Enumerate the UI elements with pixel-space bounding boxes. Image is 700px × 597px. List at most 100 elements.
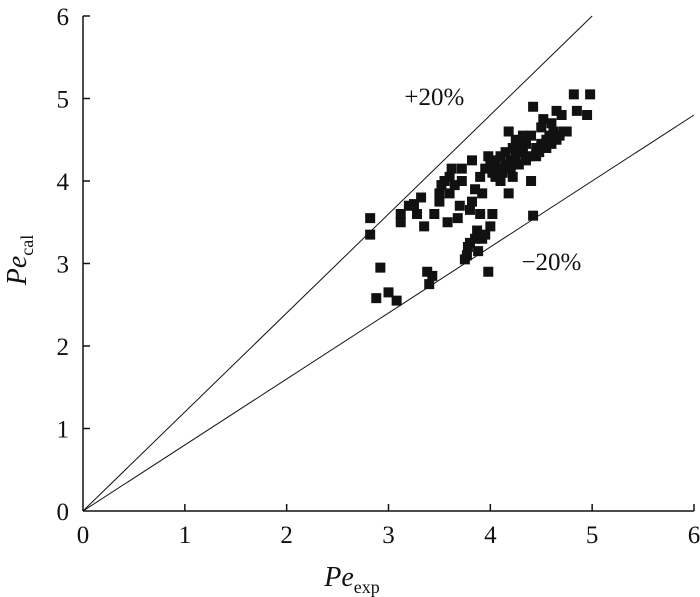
data-point	[483, 151, 494, 162]
data-point	[454, 200, 465, 211]
data-point	[461, 250, 472, 261]
data-point	[483, 266, 494, 277]
x-tick-label: 4	[484, 522, 497, 549]
axes	[82, 16, 694, 512]
data-point	[551, 105, 562, 116]
data-point	[470, 233, 481, 244]
reference-line	[82, 15, 593, 512]
data-point	[480, 163, 491, 174]
x-tick-label: 2	[280, 522, 293, 549]
data-point	[485, 221, 496, 232]
data-point	[490, 155, 501, 166]
data-point	[503, 126, 514, 137]
x-tick-label: 5	[586, 522, 599, 549]
axis-ticks: 0 1 2 3 4 5 6 0 1 2 3 4 5 6	[57, 4, 700, 549]
data-point	[526, 176, 537, 186]
data-point	[538, 114, 549, 125]
x-tick-label: 1	[179, 522, 192, 549]
data-point	[561, 126, 572, 137]
data-point	[395, 209, 406, 219]
data-point	[510, 151, 521, 162]
data-point	[582, 110, 593, 120]
data-point	[365, 213, 376, 224]
data-point	[513, 159, 524, 170]
data-point	[442, 217, 453, 228]
data-point	[472, 225, 483, 236]
data-point	[456, 176, 467, 186]
y-tick-label: 0	[57, 499, 70, 526]
data-point	[517, 130, 528, 141]
data-point	[585, 89, 596, 100]
y-tick-label: 2	[57, 334, 70, 361]
data-point	[434, 196, 445, 207]
data-point	[541, 143, 552, 153]
data-point	[485, 159, 496, 170]
data-point	[556, 110, 567, 120]
data-point	[467, 196, 478, 207]
data-point	[528, 101, 539, 112]
y-tick-label: 4	[57, 169, 70, 196]
data-point	[490, 171, 501, 182]
data-point	[444, 188, 455, 199]
data-point	[375, 262, 386, 273]
annotation-label: −20%	[521, 249, 581, 276]
data-point	[536, 138, 547, 149]
y-tick-label: 3	[57, 252, 70, 279]
data-point	[495, 151, 506, 162]
x-tick-label: 0	[77, 522, 90, 549]
data-point	[507, 171, 518, 182]
data-point	[403, 200, 414, 211]
data-point	[536, 122, 547, 133]
data-point	[480, 229, 491, 240]
data-point	[422, 266, 433, 277]
data-point	[524, 151, 535, 162]
data-point	[534, 147, 545, 158]
data-point	[505, 155, 516, 166]
data-point	[473, 246, 484, 257]
data-point	[427, 270, 438, 281]
data-point	[429, 209, 440, 219]
data-point	[477, 188, 488, 199]
data-point	[419, 221, 430, 232]
data-point	[416, 192, 427, 203]
data-point	[395, 217, 406, 228]
x-axis-title: Peexp	[323, 562, 380, 597]
reference-line	[82, 114, 695, 512]
annotation-label: +20%	[404, 84, 464, 111]
x-tick-label: 6	[688, 522, 700, 549]
data-point	[507, 143, 518, 153]
annotations: +20% −20%	[404, 84, 581, 276]
data-point	[546, 118, 557, 129]
data-point	[383, 287, 394, 298]
data-point	[528, 210, 539, 221]
data-point	[439, 176, 450, 186]
y-tick-label: 5	[57, 87, 70, 114]
data-point	[526, 130, 537, 141]
data-point	[444, 171, 455, 182]
data-point	[505, 163, 516, 174]
data-point	[470, 184, 481, 195]
data-point	[495, 176, 506, 186]
data-point	[475, 171, 486, 182]
data-point	[456, 163, 467, 174]
data-point	[412, 209, 423, 219]
data-point	[503, 188, 514, 199]
data-point	[475, 209, 486, 219]
data-point	[446, 163, 457, 174]
y-tick-label: 6	[57, 4, 70, 31]
data-point	[452, 213, 463, 224]
data-point	[500, 147, 511, 158]
data-point	[449, 180, 460, 191]
data-point	[497, 167, 508, 178]
data-point	[546, 138, 557, 149]
y-tick-label: 1	[57, 417, 70, 444]
data-point	[371, 293, 382, 304]
data-point	[548, 126, 559, 137]
data-point	[568, 89, 579, 100]
data-point	[467, 155, 478, 166]
data-point	[520, 138, 531, 149]
data-point	[464, 204, 475, 215]
data-point	[500, 159, 511, 170]
x-tick-label: 3	[382, 522, 395, 549]
